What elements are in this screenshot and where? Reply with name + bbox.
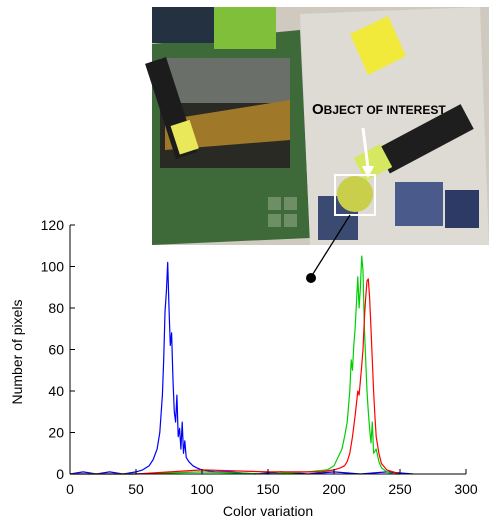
y-tick-label: 0 <box>56 466 64 482</box>
photo-inset: OBJECT OF INTEREST <box>145 7 489 245</box>
brochure-image-3 <box>445 190 479 228</box>
y-axis-label: Number of pixels <box>9 299 25 404</box>
x-axis-label: Color variation <box>223 503 313 519</box>
yellow-ball <box>337 176 373 212</box>
histogram-plot: 0 50 100 150 200 250 300 0 20 40 60 80 100 120 Color … <box>9 217 478 519</box>
booklet-tile-4 <box>284 214 297 227</box>
series-line-1 <box>69 261 414 475</box>
brochure-image-2 <box>395 182 443 226</box>
sticky-note <box>350 16 406 75</box>
connector-dot <box>306 273 316 283</box>
left-highlighter-cap <box>170 119 199 155</box>
y-tick-label: 120 <box>41 217 65 233</box>
callout-arrow-head <box>362 166 374 178</box>
x-tick-label: 200 <box>322 481 346 497</box>
x-tick-label: 100 <box>190 481 214 497</box>
y-tick-label: 80 <box>48 300 64 316</box>
object-of-interest-caption: OBJECT OF INTEREST <box>312 101 446 118</box>
dark-package <box>152 7 214 43</box>
booklet-tile-3 <box>268 214 281 227</box>
y-tick-label: 100 <box>41 259 65 275</box>
callout-arrow-line <box>361 127 370 169</box>
series-layer <box>69 255 414 475</box>
x-tick-label: 0 <box>66 481 74 497</box>
y-tick-label: 20 <box>48 425 64 441</box>
axes-layer: 0 50 100 150 200 250 300 0 20 40 60 80 100 120 <box>41 217 478 497</box>
object-of-interest-box <box>334 174 376 216</box>
y-tick-label: 40 <box>48 383 64 399</box>
right-highlighter-cap <box>353 144 393 182</box>
x-tick-label: 300 <box>454 481 478 497</box>
x-tick-label: 150 <box>256 481 280 497</box>
x-tick-label: 50 <box>128 481 144 497</box>
series-line-2 <box>70 255 400 475</box>
booklet-tile-2 <box>284 197 297 210</box>
y-tick-label: 60 <box>48 342 64 358</box>
right-highlighter <box>376 104 474 174</box>
booklet-tile-1 <box>268 197 281 210</box>
green-box <box>214 7 276 49</box>
connector-line <box>310 214 351 278</box>
booklet-photo-sky <box>160 58 290 103</box>
x-tick-label: 250 <box>388 481 412 497</box>
booklet-photo-sunset <box>165 100 290 150</box>
